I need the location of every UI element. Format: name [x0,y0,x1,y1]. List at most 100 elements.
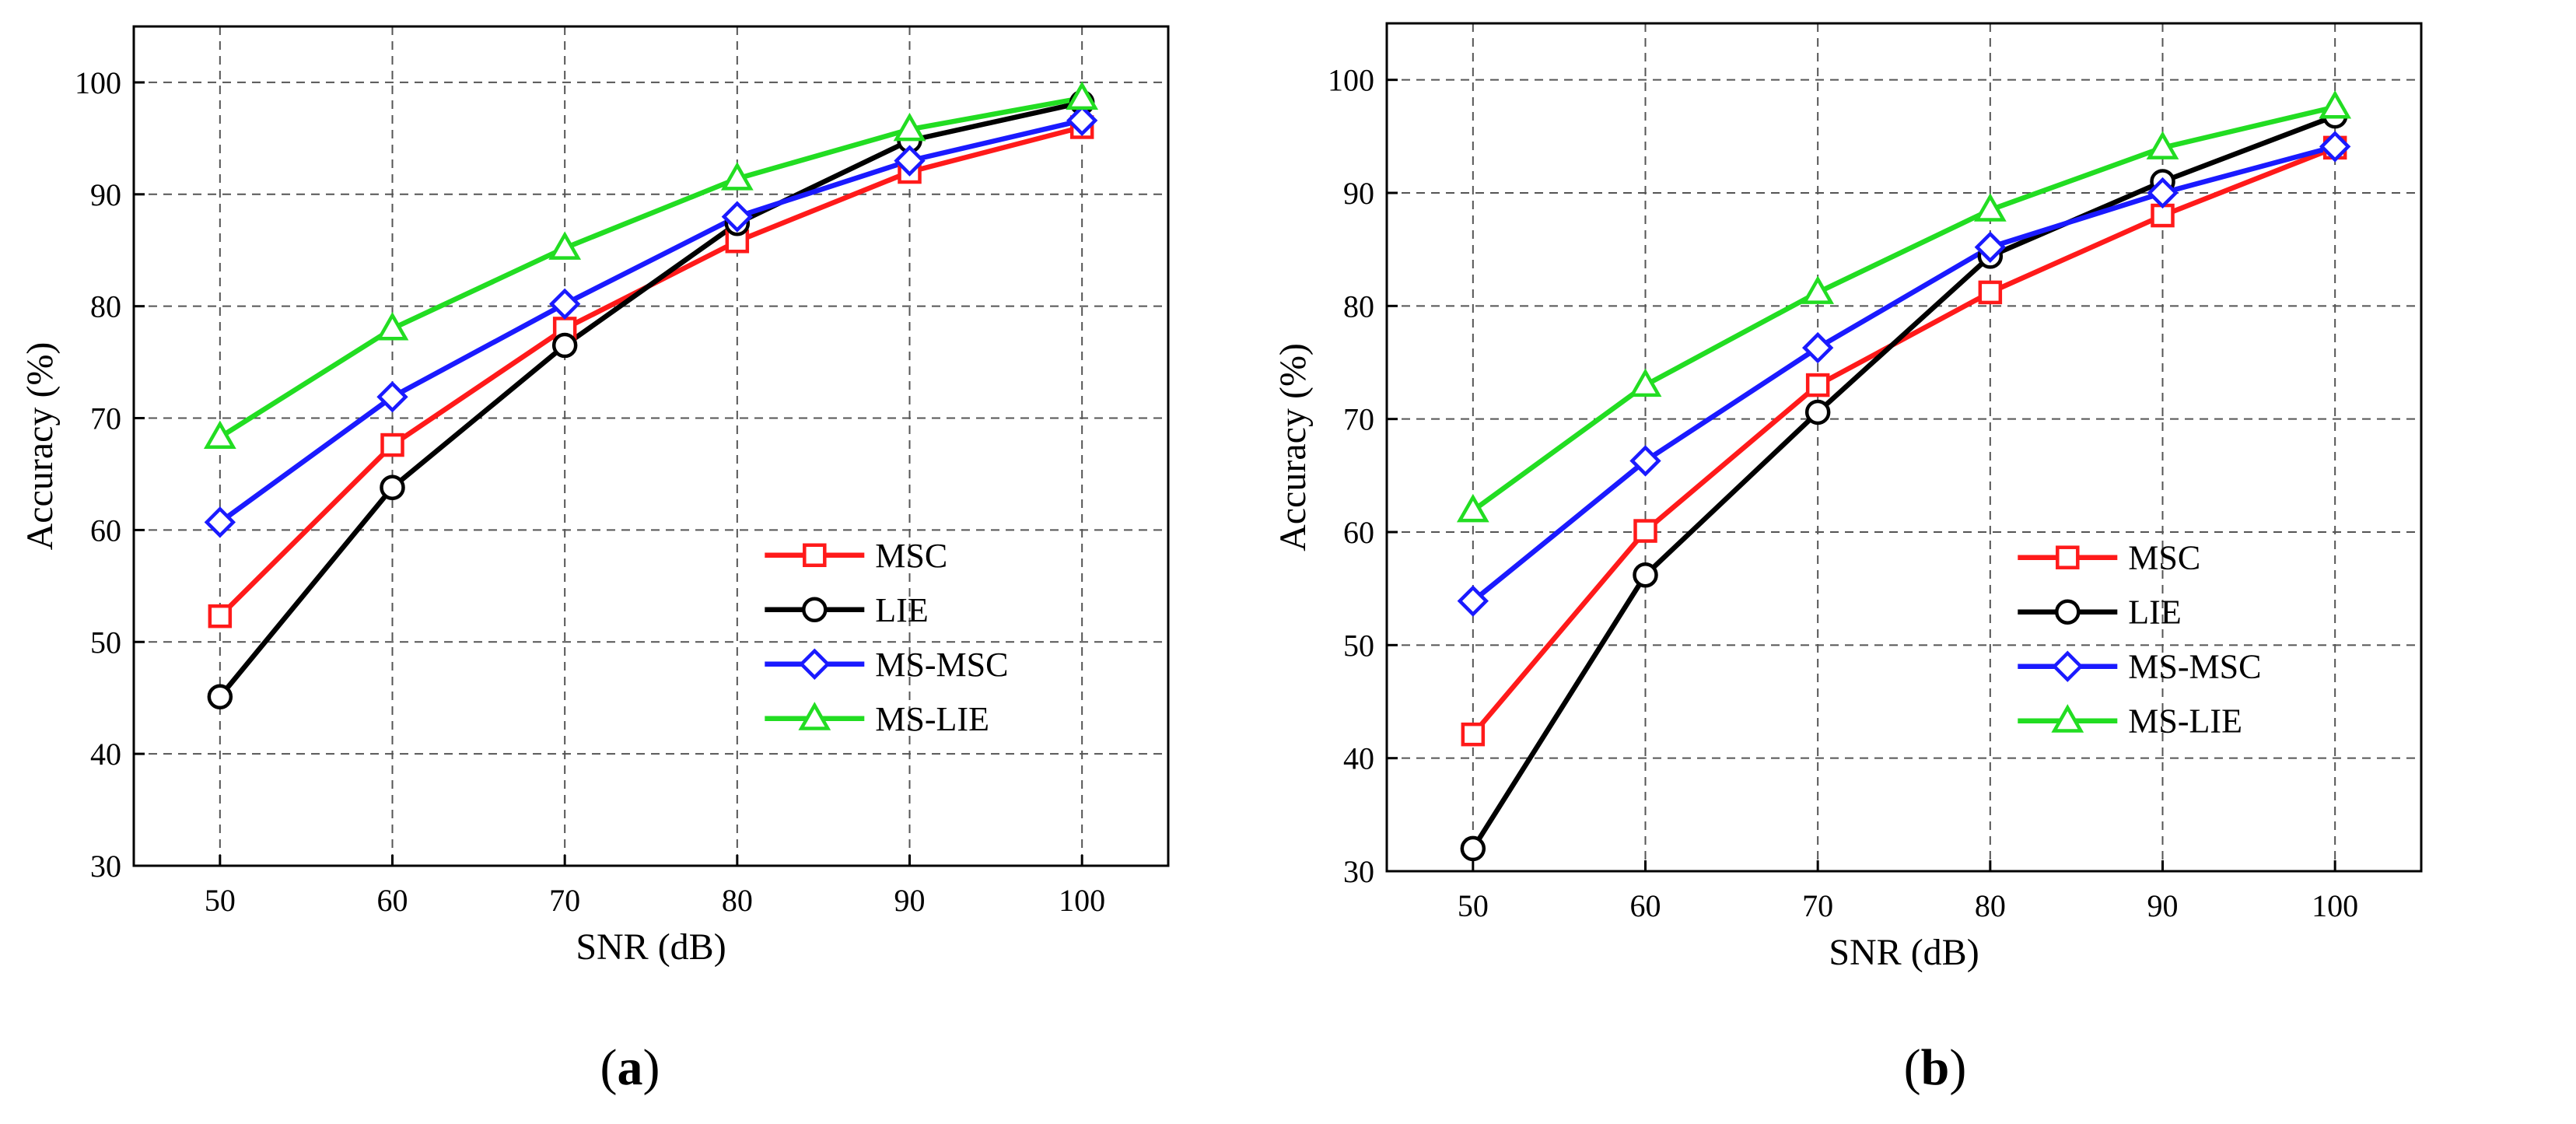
point-ms-lie-b [1973,193,2007,222]
series-line-ms-msc-a [218,117,1083,524]
legend-marker-ms-msc-a [799,648,831,680]
y-axis-label-a: Accuracy (%) [19,342,61,551]
ticks-a: 50 60 70 80 90 100 30 40 50 60 70 80 90 100 [75,65,1105,918]
x-tick-label-a: 70 [549,883,580,918]
plot-frame-b [1385,22,2423,873]
legend-label-lie-a: LIE [875,591,928,629]
legend-marker-msc-a [803,543,827,568]
y-tick-label-a: 60 [90,513,121,548]
legend-label-ms-lie-a: MS-LIE [875,700,989,738]
x-tick-label-b: 100 [2312,888,2358,923]
point-ms-lie-b [2146,131,2179,159]
panel-b: 50 60 70 80 90 100 30 40 50 60 70 80 90 100 SNR (dB) Ac… [1272,0,2576,1124]
point-msc-b [1461,722,1486,747]
caption-b-open: ( [1903,1039,1921,1096]
x-tick-label-b: 90 [2147,888,2179,923]
point-ms-msc-b [1974,231,2007,263]
point-ms-lie-b [1456,493,1489,523]
point-ms-msc-b [2319,131,2351,163]
point-lie-b [1460,835,1486,862]
x-tick-label-b: 60 [1630,888,1661,923]
x-tick-label-b: 50 [1458,888,1489,923]
x-tick-label-a: 50 [205,883,236,918]
legend-label-ms-msc-a: MS-MSC [875,646,1008,684]
point-lie-b [1633,562,1658,588]
y-tick-label-a: 100 [75,65,121,100]
plot-frame-a [132,25,1170,867]
point-lie-a [551,332,578,359]
legend-label-msc-b: MSC [2128,539,2200,577]
point-msc-a [380,432,404,457]
point-lie-a [207,684,233,710]
series-group-b [1456,90,2352,862]
legend-label-lie-b: LIE [2128,594,2181,632]
x-tick-label-a: 90 [894,883,926,918]
point-ms-lie-b [2319,90,2352,119]
point-ms-lie-a [1066,81,1099,110]
point-ms-msc-b [2147,177,2179,209]
series-line-ms-msc-b [1471,144,2336,604]
point-ms-msc-b [1629,445,1661,477]
caption-a: (a) [513,1038,747,1098]
point-ms-lie-b [1629,368,1662,397]
legend-marker-ms-lie-a [798,702,831,730]
legend-marker-lie-b [2055,599,2081,625]
y-tick-label-a: 70 [90,401,121,436]
x-tick-label-a: 80 [722,883,753,918]
point-ms-msc-b [1801,331,1834,364]
chart-a: 50 60 70 80 90 100 30 40 50 60 70 80 90 100 SNR (dB) Ac… [19,25,1170,968]
legend-marker-ms-lie-b [2051,704,2084,733]
caption-b-close: ) [1949,1039,1967,1096]
point-msc-b [2151,203,2175,228]
chart-b: 50 60 70 80 90 100 30 40 50 60 70 80 90 100 SNR (dB) Ac… [1272,22,2423,973]
legend-label-ms-msc-b: MS-MSC [2128,648,2261,686]
y-tick-label-a: 50 [90,625,121,660]
x-tick-label-a: 100 [1059,883,1105,918]
grid-b [1387,23,2421,871]
y-tick-label-a: 90 [90,177,121,212]
point-ms-msc-a [376,381,408,413]
y-tick-label-b: 40 [1343,741,1374,776]
ticks-b: 50 60 70 80 90 100 30 40 50 60 70 80 90 100 [1328,63,2358,923]
x-axis-label-b: SNR (dB) [1829,932,1979,973]
y-tick-label-b: 80 [1343,289,1374,324]
caption-a-label: a [617,1039,643,1096]
y-tick-label-a: 80 [90,289,121,324]
series-line-ms-lie-a [219,95,1083,439]
point-ms-lie-a [203,420,236,449]
y-tick-label-a: 40 [90,737,121,772]
x-tick-label-b: 70 [1802,888,1833,923]
point-ms-msc-a [721,201,754,233]
y-tick-label-b: 50 [1343,628,1374,663]
point-ms-lie-a [720,162,754,191]
point-ms-lie-a [376,311,409,341]
point-ms-lie-a [893,112,926,142]
point-ms-lie-b [1801,275,1835,304]
point-ms-msc-a [548,288,581,320]
point-msc-b [1978,280,2003,305]
x-axis-label-a: SNR (dB) [576,926,726,968]
x-tick-label-a: 60 [377,883,408,918]
point-ms-msc-a [1066,104,1098,137]
series-line-lie-b [1471,114,2336,850]
panel-a: 50 60 70 80 90 100 30 40 50 60 70 80 90 100 SNR (dB) Ac… [19,25,1170,1098]
legend-b: MSC LIE MS-MSC MS-LIE [2018,539,2261,741]
y-tick-label-b: 60 [1343,515,1374,550]
point-msc-a [208,604,233,629]
point-lie-b [1804,399,1831,425]
legend-label-ms-lie-b: MS-LIE [2128,702,2242,741]
legend-marker-lie-a [802,597,828,623]
series-line-ms-lie-b [1471,104,2336,513]
legend-marker-msc-b [2056,545,2080,569]
y-tick-label-b: 70 [1343,402,1374,437]
legend-label-msc-a: MSC [875,537,947,575]
point-ms-lie-a [548,231,582,260]
y-axis-label-b: Accuracy (%) [1272,343,1314,551]
caption-a-close: ) [642,1039,660,1096]
y-tick-label-a: 30 [90,849,121,884]
point-lie-a [380,474,405,500]
series-group-a [203,81,1099,710]
grid-a [134,26,1168,866]
y-tick-label-b: 100 [1328,63,1374,98]
y-tick-label-b: 30 [1343,854,1374,889]
